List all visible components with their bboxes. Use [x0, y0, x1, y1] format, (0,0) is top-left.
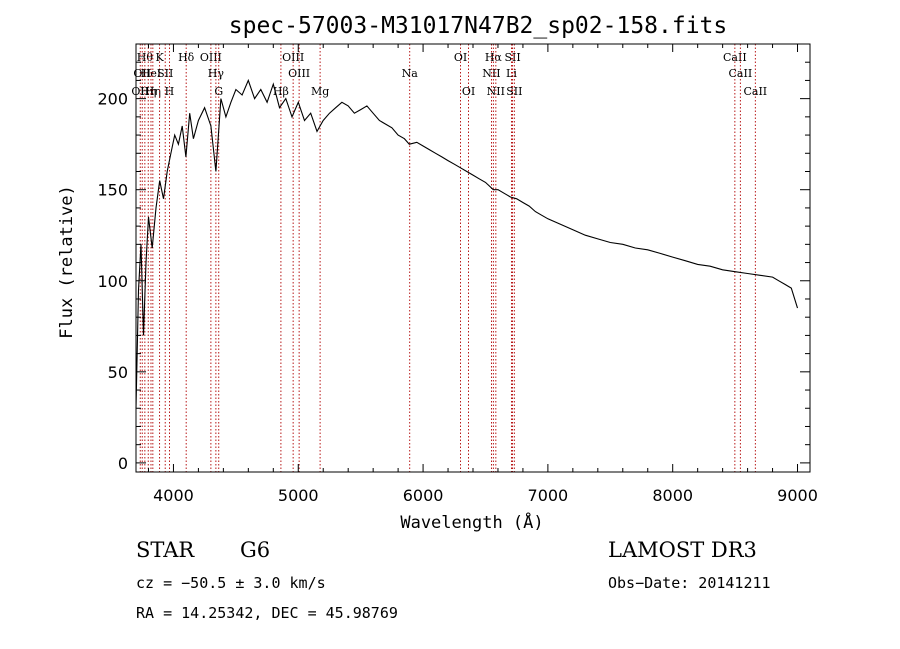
spectral-line-label: SII: [157, 67, 173, 80]
spectral-line-label: NII: [487, 85, 505, 98]
spectral-line-label: Hβ: [273, 85, 289, 98]
spectral-line-label: OIII: [282, 51, 304, 64]
x-axis: 4000 5000 6000 7000 8000 9000: [147, 44, 818, 505]
spectral-line-label: OIII: [200, 51, 222, 64]
spectral-line-label: SII: [504, 51, 520, 64]
y-axis: 0 50 100 150 200: [97, 61, 810, 473]
x-tick-label: 8000: [652, 486, 693, 505]
x-tick-label: 4000: [153, 486, 194, 505]
y-axis-label: Flux (relative): [57, 185, 77, 339]
chart-title: spec-57003-M31017N47B2_sp02-158.fits: [229, 13, 728, 39]
spectral-line-label: Mg: [311, 85, 329, 98]
spectrum-series: [135, 78, 799, 409]
spectrum-line: [135, 78, 799, 409]
survey-name: LAMOST DR3: [608, 538, 757, 562]
y-tick-label: 50: [108, 363, 128, 382]
spectral-line-label: Hγ: [208, 67, 225, 80]
spectral-line-label: NII: [482, 67, 500, 80]
spectral-line-label: Hθ: [137, 51, 154, 64]
spectral-line-label: Na: [402, 67, 419, 80]
spectral-line-label: Hη: [145, 85, 161, 98]
spectral-line-label: OII: [133, 67, 151, 80]
object-class: STAR: [136, 538, 195, 562]
spectral-line-label: Hδ: [178, 51, 195, 64]
spectral-line-label: CaII: [723, 51, 747, 64]
object-subclass: G6: [240, 538, 271, 562]
observation-date: Obs−Date: 20141211: [608, 574, 771, 592]
spectral-line-label: Hη: [140, 85, 156, 98]
x-tick-label: 6000: [403, 486, 444, 505]
spectral-line-label: Li: [506, 67, 517, 80]
x-tick-label: 9000: [777, 486, 818, 505]
spectral-line-label: OI: [462, 85, 475, 98]
spectral-line-label: G: [214, 85, 223, 98]
spectral-line-label: K: [155, 51, 164, 64]
redshift-velocity: cz = −50.5 ± 3.0 km/s: [136, 574, 326, 592]
y-tick-label: 0: [118, 454, 128, 473]
spectral-line-label: H: [165, 85, 175, 98]
spectral-line-label: SII: [506, 85, 522, 98]
spectral-line-label: OIII: [288, 67, 310, 80]
y-tick-label: 150: [97, 181, 128, 200]
plot-frame: [135, 43, 811, 473]
y-tick-label: 100: [97, 272, 128, 291]
spectral-line-label: CaII: [743, 85, 767, 98]
spectral-line-label: Hα: [485, 51, 503, 64]
sky-coordinates: RA = 14.25342, DEC = 45.98769: [136, 604, 398, 622]
spectral-line-label: CaII: [729, 67, 753, 80]
x-axis-label: Wavelength (Å): [400, 511, 543, 533]
spectral-line-label: OI: [454, 51, 467, 64]
x-tick-label: 7000: [528, 486, 569, 505]
y-tick-label: 200: [97, 90, 128, 109]
spectral-line-label: HeI: [141, 67, 161, 80]
x-tick-label: 5000: [278, 486, 319, 505]
